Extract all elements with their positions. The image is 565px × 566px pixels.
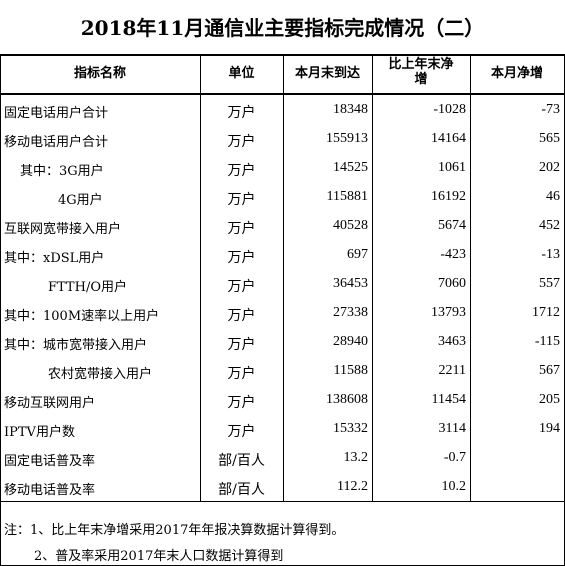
cell: 万户 <box>227 192 256 208</box>
cell: 1712 <box>532 305 560 320</box>
cell: 部/百人 <box>218 453 265 469</box>
cell: 16192 <box>431 189 466 204</box>
row-label: 其中：城市宽带接入用户 <box>4 338 148 353</box>
cell: 112.2 <box>337 479 368 494</box>
cell: 205 <box>539 392 560 407</box>
column-header: 指标名称 <box>73 66 126 81</box>
rule <box>372 54 373 501</box>
cell: 40528 <box>333 218 368 233</box>
rule <box>0 93 565 95</box>
cell: 万户 <box>227 221 256 237</box>
cell: 万户 <box>227 163 256 179</box>
column-header: 本月末到达 <box>294 66 360 81</box>
cell: 194 <box>539 421 560 436</box>
title: 2018年11月通信业主要指标完成情况（二） <box>80 16 485 40</box>
cell: 697 <box>347 247 368 262</box>
cell: 部/百人 <box>218 482 265 498</box>
cell: 18348 <box>333 102 368 117</box>
rule <box>200 54 201 501</box>
cell: 万户 <box>227 366 256 382</box>
rule <box>0 54 1 566</box>
cell: 1061 <box>438 160 466 175</box>
cell: 万户 <box>227 279 256 295</box>
cell: 138608 <box>326 392 368 407</box>
note: 注：1、比上年末净增采用2017年年报决算数据计算得到。 <box>4 523 345 538</box>
cell: 557 <box>539 276 560 291</box>
cell: 14164 <box>431 131 466 146</box>
cell: 10.2 <box>441 479 467 494</box>
cell: 14525 <box>333 160 368 175</box>
cell: 万户 <box>227 424 256 440</box>
cell: 36453 <box>333 276 368 291</box>
row-label: 固定电话普及率 <box>4 454 96 469</box>
row-label: 其中：3G用户 <box>20 164 104 179</box>
row-label: 移动电话用户合计 <box>4 135 109 150</box>
row-label: 其中：xDSL用户 <box>4 251 105 266</box>
cell: -423 <box>440 247 466 262</box>
column-header: 比上年末净增 <box>388 57 454 87</box>
cell: 7060 <box>438 276 466 291</box>
cell: 565 <box>539 131 560 146</box>
cell: 27338 <box>333 305 368 320</box>
rule <box>470 54 471 501</box>
cell: 567 <box>539 363 560 378</box>
cell: -73 <box>541 102 560 117</box>
rule <box>0 54 565 56</box>
note: 2、普及率采用2017年末人口数据计算得到 <box>34 549 284 564</box>
cell: 155913 <box>326 131 368 146</box>
cell: 115881 <box>326 189 368 204</box>
cell: -1028 <box>433 102 466 117</box>
row-label: 农村宽带接入用户 <box>48 367 153 382</box>
cell: 万户 <box>227 250 256 266</box>
cell: 万户 <box>227 337 256 353</box>
row-label: IPTV用户数 <box>4 425 75 440</box>
row-label: 移动互联网用户 <box>4 396 96 411</box>
cell: -115 <box>534 334 560 349</box>
row-label: 互联网宽带接入用户 <box>4 222 122 237</box>
cell: 11454 <box>431 392 466 407</box>
cell: 3114 <box>438 421 466 436</box>
cell: 202 <box>539 160 560 175</box>
cell: 13793 <box>431 305 466 320</box>
cell: 3463 <box>438 334 466 349</box>
cell: 2211 <box>438 363 466 378</box>
row-label: 其中：100M速率以上用户 <box>4 309 160 324</box>
cell: 46 <box>546 189 560 204</box>
cell: 452 <box>539 218 560 233</box>
cell: 11588 <box>333 363 368 378</box>
cell: 5674 <box>438 218 466 233</box>
row-label: FTTH/O用户 <box>48 280 127 295</box>
cell: 13.2 <box>343 450 369 465</box>
cell: -13 <box>541 247 560 262</box>
row-label: 4G用户 <box>58 193 103 208</box>
row-label: 固定电话用户合计 <box>4 106 109 121</box>
row-label: 移动电话普及率 <box>4 483 96 498</box>
cell: -0.7 <box>443 450 466 465</box>
cell: 28940 <box>333 334 368 349</box>
cell: 万户 <box>227 105 256 121</box>
cell: 15332 <box>333 421 368 436</box>
column-header: 本月净增 <box>490 66 543 81</box>
cell: 万户 <box>227 395 256 411</box>
column-header: 单位 <box>228 66 255 81</box>
cell: 万户 <box>227 134 256 150</box>
cell: 万户 <box>227 308 256 324</box>
rule <box>0 501 565 502</box>
rule <box>283 54 284 501</box>
